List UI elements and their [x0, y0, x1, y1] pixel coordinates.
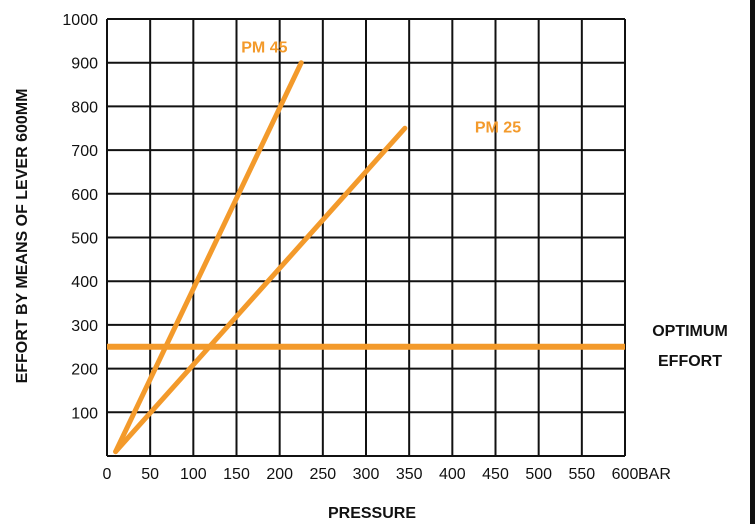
y-tick-label: 700 — [71, 143, 98, 160]
y-tick-label: 100 — [71, 405, 98, 422]
series-line-pm-25 — [113, 125, 408, 455]
y-tick-label: 1000 — [62, 12, 98, 29]
y-tick-label: 400 — [71, 274, 98, 291]
series-lines — [107, 60, 625, 455]
x-tick-label: 400 — [439, 466, 466, 483]
x-tick-label: 350 — [396, 466, 423, 483]
x-tick-label: 300 — [353, 466, 380, 483]
grid — [106, 18, 626, 457]
optimum-effort-label: OPTIMUM — [652, 323, 728, 340]
x-axis-title: PRESSURE — [328, 505, 416, 522]
y-tick-label: 500 — [71, 231, 98, 248]
x-axis-unit: BAR — [638, 466, 671, 483]
window-edge — [750, 0, 755, 524]
y-tick-label: 300 — [71, 318, 98, 335]
optimum-effort-label: EFFORT — [658, 353, 722, 370]
x-tick-label: 100 — [180, 466, 207, 483]
x-tick-label: 600 — [612, 466, 639, 483]
x-tick-label: 150 — [223, 466, 250, 483]
series-label: PM 45 — [241, 40, 287, 57]
series-line-pm-45 — [113, 60, 304, 455]
x-tick-label: 450 — [482, 466, 509, 483]
y-tick-label: 800 — [71, 99, 98, 116]
y-tick-label: 600 — [71, 187, 98, 204]
x-tick-label: 500 — [525, 466, 552, 483]
tick-labels: 0 50 100 150 200 250 300 350 400 450 500 550 600 100 2… — [62, 12, 727, 483]
x-tick-label: 250 — [309, 466, 336, 483]
y-tick-label: 200 — [71, 362, 98, 379]
series-label: PM 25 — [475, 119, 521, 136]
y-axis-title: EFFORT BY MEANS OF LEVER 600MM — [14, 89, 31, 384]
x-tick-label: 200 — [266, 466, 293, 483]
x-tick-label: 550 — [568, 466, 595, 483]
x-tick-label: 0 — [103, 466, 112, 483]
y-tick-label: 900 — [71, 56, 98, 73]
x-tick-label: 50 — [141, 466, 159, 483]
